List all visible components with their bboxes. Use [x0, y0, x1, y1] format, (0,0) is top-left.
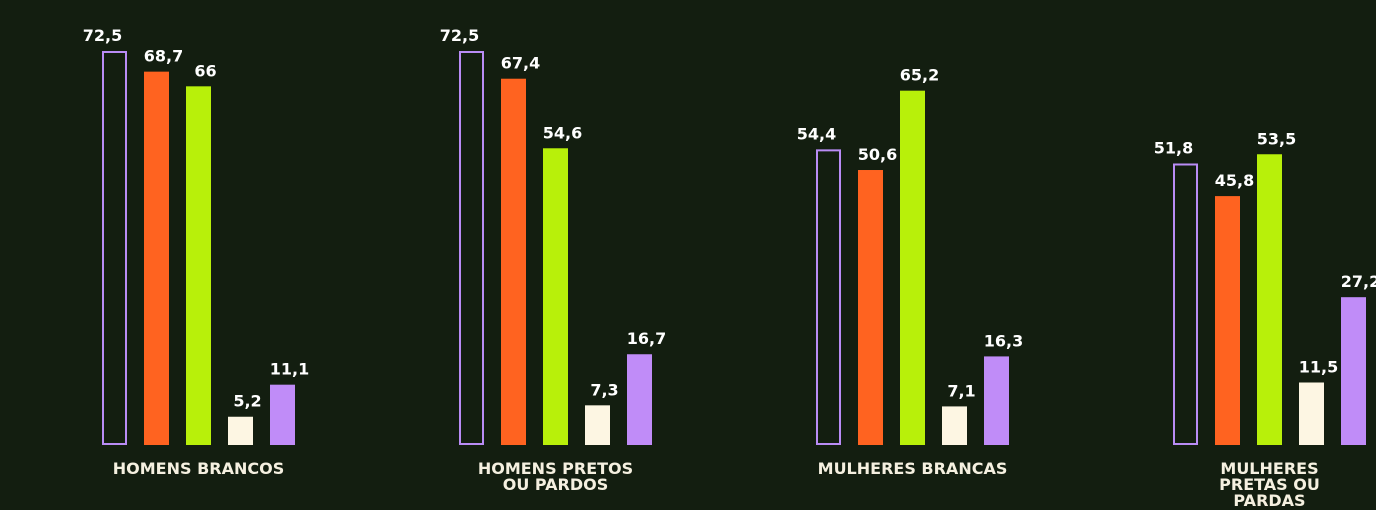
- value-label: 16,3: [984, 331, 1023, 350]
- value-label: 51,8: [1154, 138, 1193, 157]
- bar: [900, 90, 925, 445]
- bar: [984, 356, 1009, 445]
- bar: [102, 51, 127, 445]
- bar: [627, 354, 652, 445]
- value-label: 11,5: [1299, 358, 1338, 377]
- value-label: 11,1: [270, 360, 309, 379]
- value-label: 16,7: [627, 329, 666, 348]
- bar: [1341, 297, 1366, 445]
- value-label: 7,3: [590, 380, 618, 399]
- value-label: 72,5: [83, 26, 122, 45]
- value-label: 7,1: [947, 381, 975, 400]
- category-label: HOMENS PRETOS OU PARDOS: [477, 459, 634, 494]
- bar: [942, 406, 967, 445]
- bar: [816, 149, 841, 445]
- value-label: 53,5: [1257, 129, 1296, 148]
- value-label: 65,2: [900, 66, 939, 85]
- bar: [144, 71, 169, 445]
- category-label: MULHERES BRANCAS: [817, 459, 1008, 478]
- chart: 72,5 68,7 66 5,2 11,1 72,5 67,4 54,6 7,3 16,7 54,4…: [83, 26, 1376, 446]
- bar: [228, 416, 253, 445]
- category-label: HOMENS BRANCOS: [112, 459, 285, 478]
- bar: [186, 86, 211, 446]
- value-label: 68,7: [144, 47, 183, 66]
- bar: [1173, 163, 1198, 445]
- bar: [543, 148, 568, 446]
- value-label: 5,2: [233, 392, 261, 411]
- bar: [585, 405, 610, 445]
- value-label: 67,4: [501, 54, 540, 73]
- value-label: 45,8: [1215, 171, 1254, 190]
- bar: [1299, 382, 1324, 445]
- bar: [1215, 196, 1240, 445]
- page: {"chart_data": {"type": "bar", "categori…: [82, 26, 1376, 509]
- category-label: MULHERES PRETAS OU PARDAS: [1219, 459, 1320, 510]
- bar: [270, 384, 295, 445]
- value-label: 66: [194, 61, 216, 80]
- bar: [459, 51, 484, 445]
- bar: [1257, 154, 1282, 445]
- bar: [858, 170, 883, 445]
- value-label: 72,5: [440, 26, 479, 45]
- value-label: 54,6: [543, 123, 582, 142]
- bar: [501, 78, 526, 446]
- value-label: 27,2: [1341, 272, 1376, 291]
- value-label: 50,6: [858, 145, 897, 164]
- value-label: 54,4: [797, 124, 836, 143]
